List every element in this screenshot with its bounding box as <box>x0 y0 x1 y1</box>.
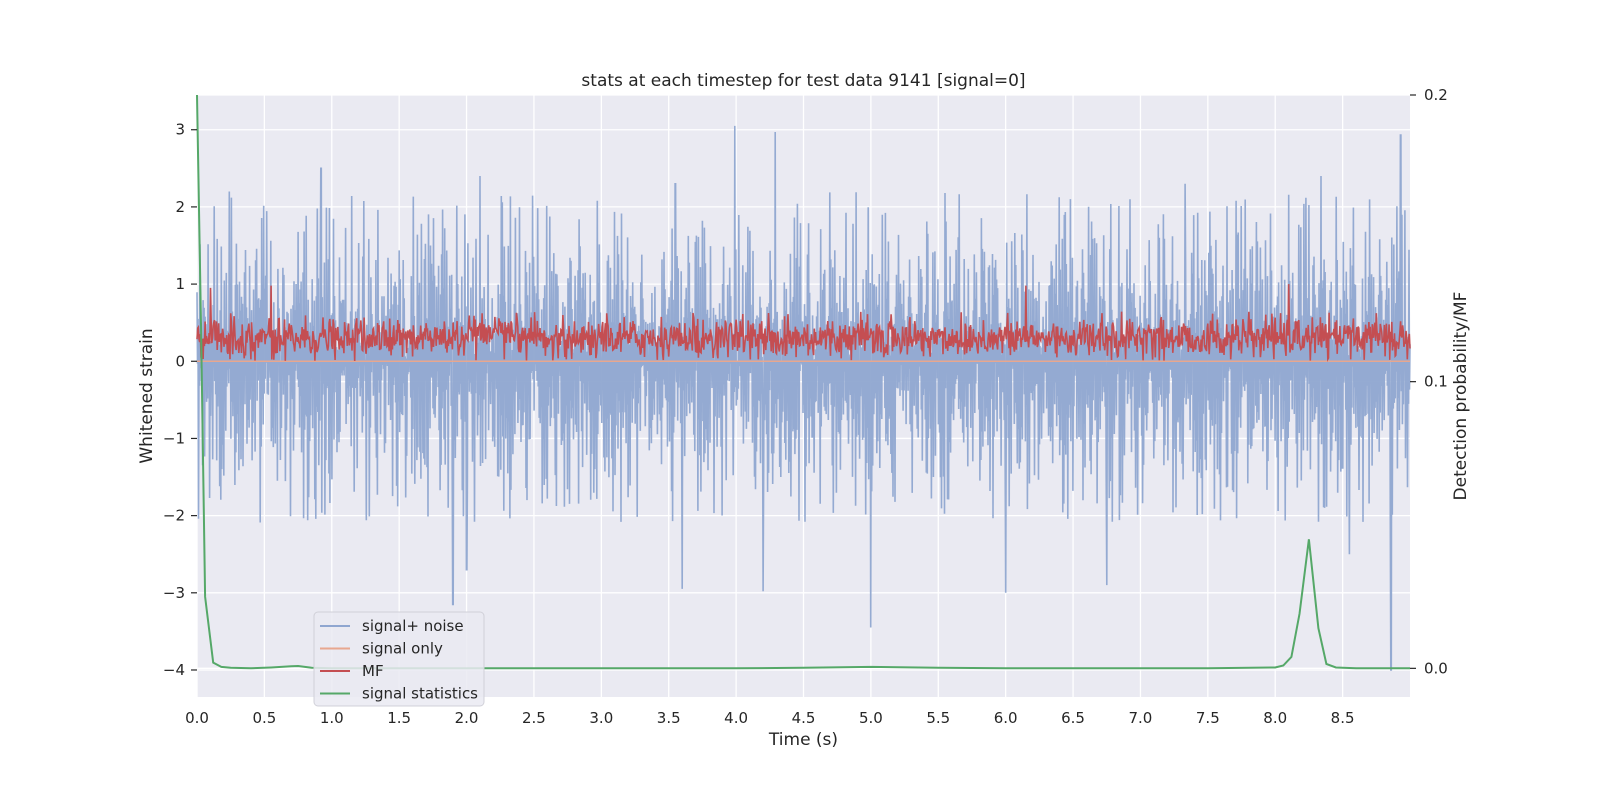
series-signal-noise-line <box>196 125 1411 671</box>
x-tick-label: 1.0 <box>320 709 344 727</box>
x-tick-label: 4.5 <box>792 709 816 727</box>
x-tick-label: 8.5 <box>1331 709 1355 727</box>
y-axis-label: Whitened strain <box>137 328 157 463</box>
series-mf-line <box>196 284 1411 363</box>
axes: 0.0 0.5 1.0 1.5 2.0 2.5 3.0 3.5 4.0 4.5 5.0 5.5 6.0 6… <box>163 86 1448 727</box>
y2-tick-label: 0.2 <box>1424 86 1448 104</box>
legend-label: MF <box>362 662 384 680</box>
y-tick-label: −4 <box>163 661 185 679</box>
y-tick-label: 1 <box>175 275 185 293</box>
x-axis-label: Time (s) <box>768 730 838 750</box>
y-tick-label: −2 <box>163 507 185 525</box>
y-tick-label: −3 <box>163 584 185 602</box>
y2-tick-label: 0.0 <box>1424 659 1448 677</box>
y-tick-label: 3 <box>175 121 185 139</box>
x-tick-label: 5.0 <box>859 709 883 727</box>
x-tick-label: 2.5 <box>522 709 546 727</box>
x-tick-label: 3.5 <box>657 709 681 727</box>
x-tick-label: 7.0 <box>1129 709 1153 727</box>
y2-tick-label: 0.1 <box>1424 373 1448 391</box>
x-tick-label: 0.5 <box>252 709 276 727</box>
x-tick-label: 2.0 <box>455 709 479 727</box>
x-tick-label: 6.0 <box>994 709 1018 727</box>
x-tick-label: 1.5 <box>387 709 411 727</box>
y2-axis-label: Detection probability/MF <box>1451 292 1471 501</box>
x-tick-label: 6.5 <box>1061 709 1085 727</box>
legend: signal+ noise signal only MF signal statist… <box>313 611 485 707</box>
y-tick-label: −1 <box>163 429 185 447</box>
x-tick-label: 0.0 <box>185 709 209 727</box>
x-tick-label: 3.0 <box>589 709 613 727</box>
series-signal-statistics-line <box>196 94 1410 670</box>
legend-label: signal statistics <box>362 685 478 703</box>
x-tick-label: 4.0 <box>724 709 748 727</box>
y-tick-label: 0 <box>175 352 185 370</box>
x-tick-label: 7.5 <box>1196 709 1220 727</box>
x-tick-label: 5.5 <box>926 709 950 727</box>
x-tick-label: 8.0 <box>1263 709 1287 727</box>
legend-label: signal+ noise <box>362 617 464 635</box>
chart-title: stats at each timestep for test data 914… <box>581 71 1025 91</box>
legend-box <box>313 611 485 707</box>
y-tick-label: 2 <box>175 198 185 216</box>
legend-label: signal only <box>362 640 443 658</box>
series-layer <box>196 94 1411 671</box>
